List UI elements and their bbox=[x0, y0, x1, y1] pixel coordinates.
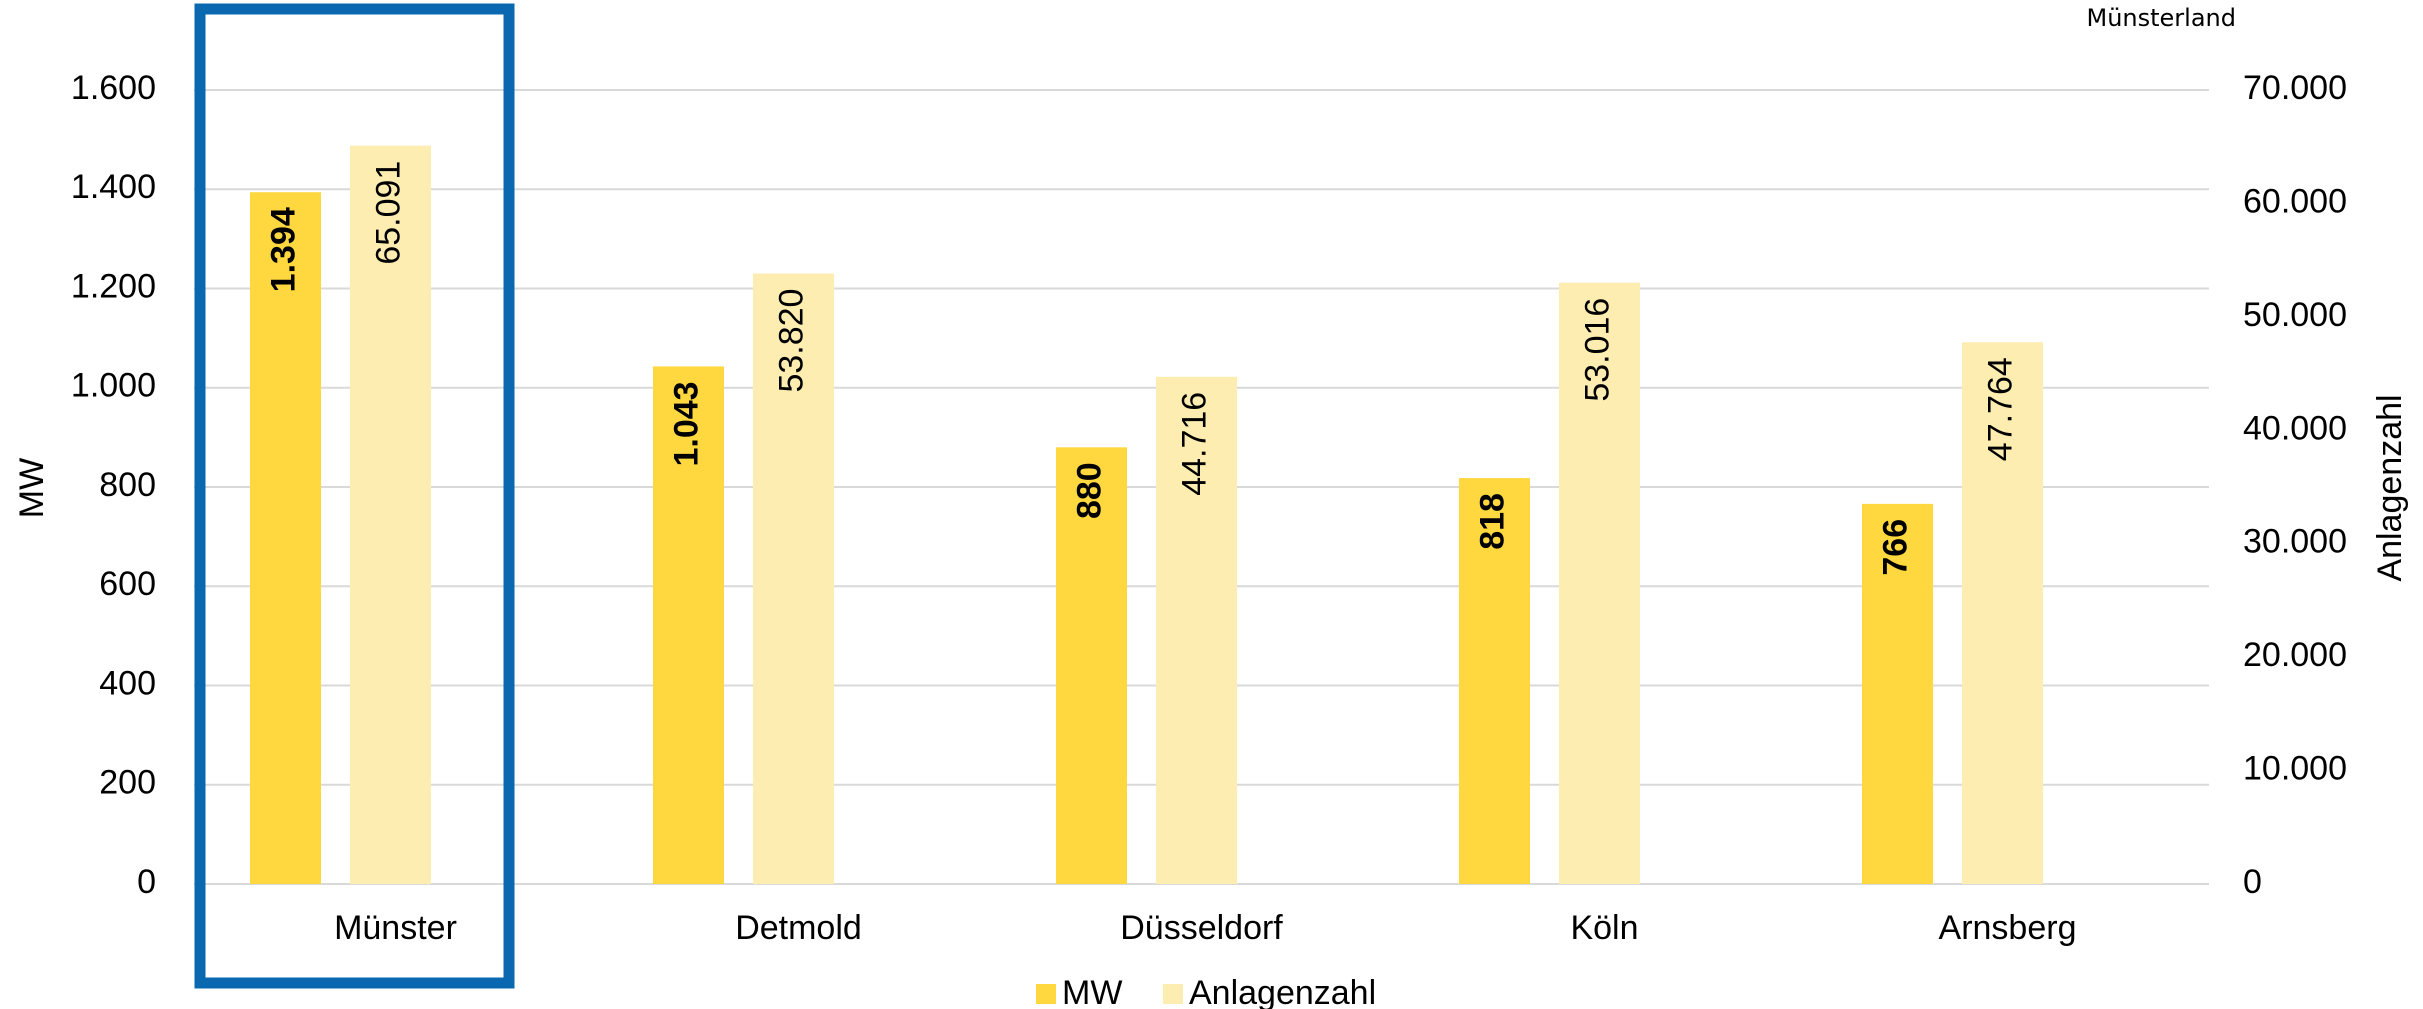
data-label: 1.043 bbox=[667, 381, 705, 466]
x-tick-label: Münster bbox=[334, 909, 457, 947]
annotation: Münsterland bbox=[2087, 4, 2237, 32]
data-label: 53.820 bbox=[772, 289, 810, 393]
bar bbox=[1559, 282, 1640, 884]
y2-tick-label: 20.000 bbox=[2243, 636, 2347, 674]
y-tick-label: 800 bbox=[99, 466, 156, 504]
y-tick-label: 1.400 bbox=[71, 168, 156, 206]
legend-label: MW bbox=[1062, 974, 1122, 1009]
y-tick-label: 1.200 bbox=[71, 267, 156, 305]
bar bbox=[1056, 447, 1127, 884]
y-tick-label: 600 bbox=[99, 565, 156, 603]
x-tick-label: Düsseldorf bbox=[1120, 909, 1283, 947]
highlight-box bbox=[194, 3, 515, 989]
legend-swatch bbox=[1036, 984, 1056, 1004]
x-tick-label: Detmold bbox=[735, 909, 862, 947]
data-label: 880 bbox=[1070, 462, 1108, 519]
x-tick-label: Köln bbox=[1570, 909, 1638, 947]
data-label: 53.016 bbox=[1578, 298, 1616, 402]
bar bbox=[1962, 342, 2043, 885]
y-tick-label: 200 bbox=[99, 764, 156, 802]
bar bbox=[1862, 503, 1933, 884]
y2-axis-title: Anlagenzahl bbox=[2371, 394, 2409, 581]
y-tick-label: 400 bbox=[99, 664, 156, 702]
legend-swatch bbox=[1163, 984, 1183, 1004]
bar bbox=[350, 145, 431, 885]
y2-tick-label: 50.000 bbox=[2243, 296, 2347, 334]
y-tick-label: 1.600 bbox=[71, 69, 156, 107]
legend-label: Anlagenzahl bbox=[1189, 974, 1376, 1009]
data-label: 818 bbox=[1473, 493, 1511, 550]
y2-tick-label: 70.000 bbox=[2243, 69, 2347, 107]
bar bbox=[1459, 478, 1530, 884]
data-label: 44.716 bbox=[1175, 392, 1213, 496]
y-axis-title: MW bbox=[13, 458, 51, 518]
data-label: 47.764 bbox=[1981, 357, 2019, 461]
y-tick-label: 1.000 bbox=[71, 367, 156, 405]
bar bbox=[653, 366, 724, 884]
data-label: 65.091 bbox=[369, 161, 407, 265]
bar bbox=[753, 273, 834, 884]
y2-tick-label: 60.000 bbox=[2243, 182, 2347, 220]
y2-tick-label: 0 bbox=[2243, 863, 2262, 901]
bar bbox=[1156, 376, 1237, 884]
bar bbox=[250, 192, 321, 885]
x-tick-label: Arnsberg bbox=[1939, 909, 2077, 947]
y2-tick-label: 40.000 bbox=[2243, 409, 2347, 447]
data-label: 766 bbox=[1876, 519, 1914, 576]
data-label: 1.394 bbox=[264, 207, 302, 292]
y2-tick-label: 30.000 bbox=[2243, 523, 2347, 561]
y-tick-label: 0 bbox=[137, 863, 156, 901]
y2-tick-label: 10.000 bbox=[2243, 750, 2347, 788]
